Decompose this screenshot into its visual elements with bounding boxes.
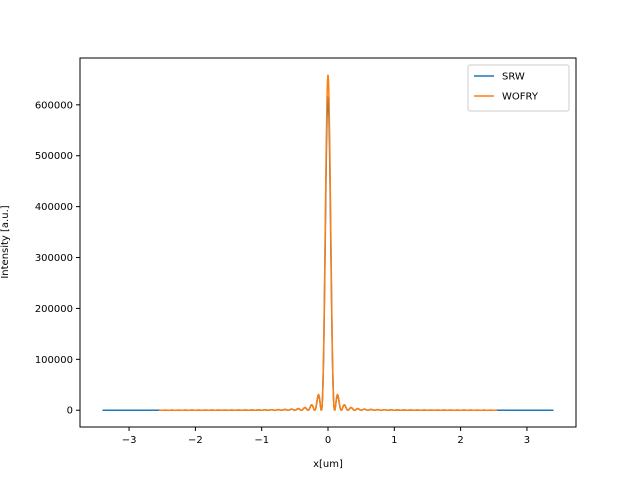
y-tick-label: 600000 — [35, 100, 73, 111]
x-axis-label: x[um] — [313, 459, 343, 470]
y-tick-label: 500000 — [35, 151, 73, 162]
x-tick-label: −3 — [122, 435, 137, 446]
x-tick-label: 1 — [391, 435, 397, 446]
y-axis-label: Intensity [a.u.] — [0, 205, 11, 278]
x-axis: −3 −2 −1 0 1 2 3 — [122, 427, 530, 446]
x-tick-label: −1 — [254, 435, 269, 446]
y-tick-label: 0 — [67, 406, 73, 417]
y-tick-label: 200000 — [35, 304, 73, 315]
y-tick-label: 400000 — [35, 202, 73, 213]
legend-label: SRW — [502, 72, 525, 83]
y-tick-label: 300000 — [35, 253, 73, 264]
legend-label: WOFRY — [502, 92, 539, 103]
y-axis: 0 100000 200000 300000 400000 500000 600000 — [35, 100, 80, 417]
y-tick-label: 100000 — [35, 355, 73, 366]
x-tick-label: 0 — [325, 435, 331, 446]
legend: SRW WOFRY — [467, 64, 570, 112]
series-line-wofry — [158, 74, 498, 411]
x-tick-label: 2 — [457, 435, 463, 446]
x-tick-label: 3 — [524, 435, 530, 446]
x-tick-label: −2 — [188, 435, 203, 446]
series-layer — [101, 74, 555, 411]
